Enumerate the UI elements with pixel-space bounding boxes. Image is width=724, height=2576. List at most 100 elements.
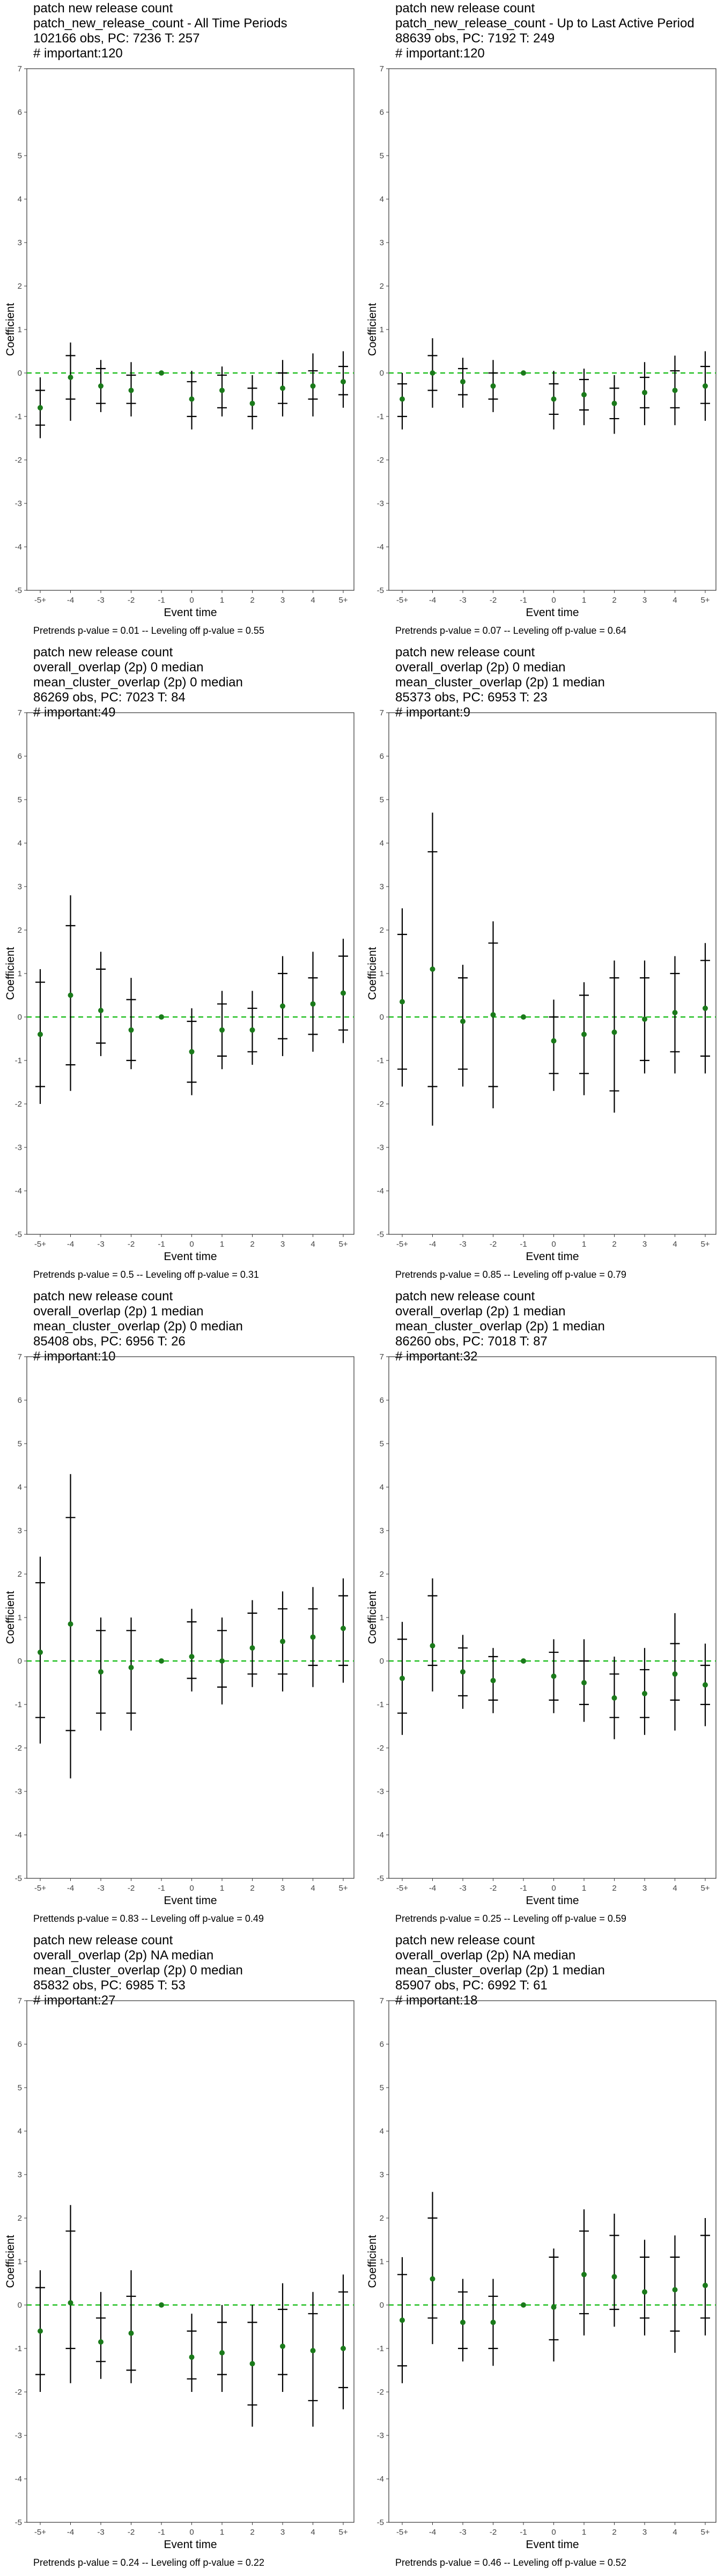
y-tick-label: 5 [380,2083,384,2092]
y-tick-label: -3 [377,1143,384,1152]
y-tick-label: 4 [380,1483,384,1492]
coefficient-point [460,1019,466,1024]
coefficient-point [400,999,405,1005]
y-tick-label: -4 [377,1187,384,1196]
chart-panel-2: patch new release count patch_new_release… [362,0,724,644]
coefficient-point [581,1680,587,1686]
y-tick-label: -1 [15,1056,22,1065]
chart-title-line: patch new release count [33,1933,173,1948]
coefficient-point [430,1643,435,1649]
x-tick-label: 1 [582,1240,586,1249]
x-tick-label: -1 [158,596,165,605]
coefficient-point [672,1009,678,1015]
x-tick-label: -1 [158,2528,165,2537]
y-tick-label: 0 [18,2301,22,2310]
x-tick-label: 5+ [700,2528,710,2537]
y-tick-label: 1 [380,2257,384,2266]
coefficient-point [128,2330,134,2336]
x-tick-label: -4 [429,1884,436,1893]
y-tick-label: -2 [377,2388,384,2397]
x-tick-label: 4 [311,1884,315,1893]
chart-title: patch new release count patch_new_release… [33,1,287,61]
coefficient-point [310,2348,316,2354]
coefficient-point [280,1003,285,1009]
y-tick-label: 7 [380,1352,384,1362]
coefficient-point [310,1001,316,1007]
coefficient-point [341,990,346,996]
event-study-plot: 7 6 5 4 3 2 1 0 -1 -2 -3 -4 -5 -5+ -4 -3 -2 -1 0 1 2 3 4 5+ Even… [4,708,354,1263]
y-tick-label: -5 [15,586,22,595]
coefficient-point [460,1669,466,1675]
coefficient-point [400,1675,405,1681]
chart-panel-8: patch new release count overall_overlap (… [362,1932,724,2576]
coefficient-point [98,1669,104,1675]
y-tick-label: 4 [380,839,384,848]
event-study-plot: 7 6 5 4 3 2 1 0 -1 -2 -3 -4 -5 -5+ -4 -3 -2 -1 0 1 2 3 4 5+ Even… [4,1352,354,1907]
x-tick-label: 1 [220,1884,224,1893]
y-tick-label: 5 [18,151,22,160]
y-tick-label: -3 [15,1143,22,1152]
coefficient-point [551,2304,557,2310]
chart-title-line: # important:120 [33,46,123,61]
x-axis-label: Event time [164,1894,217,1907]
y-tick-label: 0 [18,1013,22,1022]
y-tick-label: 2 [18,282,22,291]
coefficient-point [642,1016,647,1022]
x-tick-label: 4 [311,2528,315,2537]
x-tick-label: 3 [642,1240,647,1249]
coefficient-point [672,1671,678,1677]
coefficient-point [672,2287,678,2293]
x-axis-label: Event time [526,1894,579,1907]
y-tick-label: 2 [380,926,384,935]
y-tick-label: -5 [15,1230,22,1239]
chart-title-line: 86260 obs, PC: 7018 T: 87 [395,1334,548,1349]
chart-title-line: patch new release count [395,645,535,660]
x-tick-label: -5+ [34,2528,46,2537]
y-tick-label: 6 [380,752,384,761]
x-tick-label: -1 [158,1884,165,1893]
coefficient-point [280,385,285,391]
coefficient-point [490,1678,496,1684]
coefficient-point [581,1031,587,1037]
x-tick-label: 5+ [338,2528,348,2537]
y-tick-label: 4 [380,195,384,204]
x-tick-label: 1 [582,596,586,605]
coefficient-point [430,2276,435,2282]
event-study-plot: 7 6 5 4 3 2 1 0 -1 -2 -3 -4 -5 -5+ -4 -3 -2 -1 0 1 2 3 4 5+ Even… [4,1996,354,2551]
chart-title: patch new release count overall_overlap (… [33,1933,243,2008]
y-tick-label: 0 [380,2301,384,2310]
coefficient-point [189,1653,195,1659]
coefficient-point [189,1049,195,1055]
y-axis-label: Coefficient [4,947,17,1000]
x-tick-label: -2 [490,1240,497,1249]
x-tick-label: -2 [128,1240,135,1249]
pvalue-footnote: Pretrends p-value = 0.24 -- Leveling off… [33,2557,264,2568]
x-tick-label: 2 [250,596,254,605]
chart-title-line: # important:120 [395,46,485,61]
x-tick-label: 2 [250,2528,254,2537]
x-tick-label: -5+ [34,1240,46,1249]
chart-title-line: overall_overlap (2p) 0 median [33,660,204,675]
chart-title-line: mean_cluster_overlap (2p) 0 median [33,675,243,690]
x-tick-label: -5+ [396,1884,408,1893]
y-tick-label: 0 [18,1657,22,1666]
y-tick-label: -4 [15,2475,22,2484]
coefficient-point [551,396,557,402]
chart-panel-3: patch new release count overall_overlap (… [0,644,362,1288]
chart-panel-5: patch new release count overall_overlap (… [0,1288,362,1932]
chart-title-line: patch_new_release_count - Up to Last Act… [395,16,695,31]
x-tick-label: 2 [612,596,616,605]
coefficient-point [68,992,73,998]
y-axis-label: Coefficient [366,1591,379,1644]
y-tick-label: -2 [377,456,384,465]
chart-title-line: 85832 obs, PC: 6985 T: 53 [33,1978,186,1993]
y-tick-label: 1 [18,969,22,978]
y-tick-label: 7 [18,1352,22,1362]
y-tick-label: 7 [380,1996,384,2006]
x-tick-label: -4 [429,1240,436,1249]
chart-title-line: patch new release count [395,1289,535,1304]
coefficient-point [98,2339,104,2345]
coefficient-point [38,405,43,411]
coefficient-point [219,1658,225,1664]
x-tick-label: 3 [642,596,647,605]
